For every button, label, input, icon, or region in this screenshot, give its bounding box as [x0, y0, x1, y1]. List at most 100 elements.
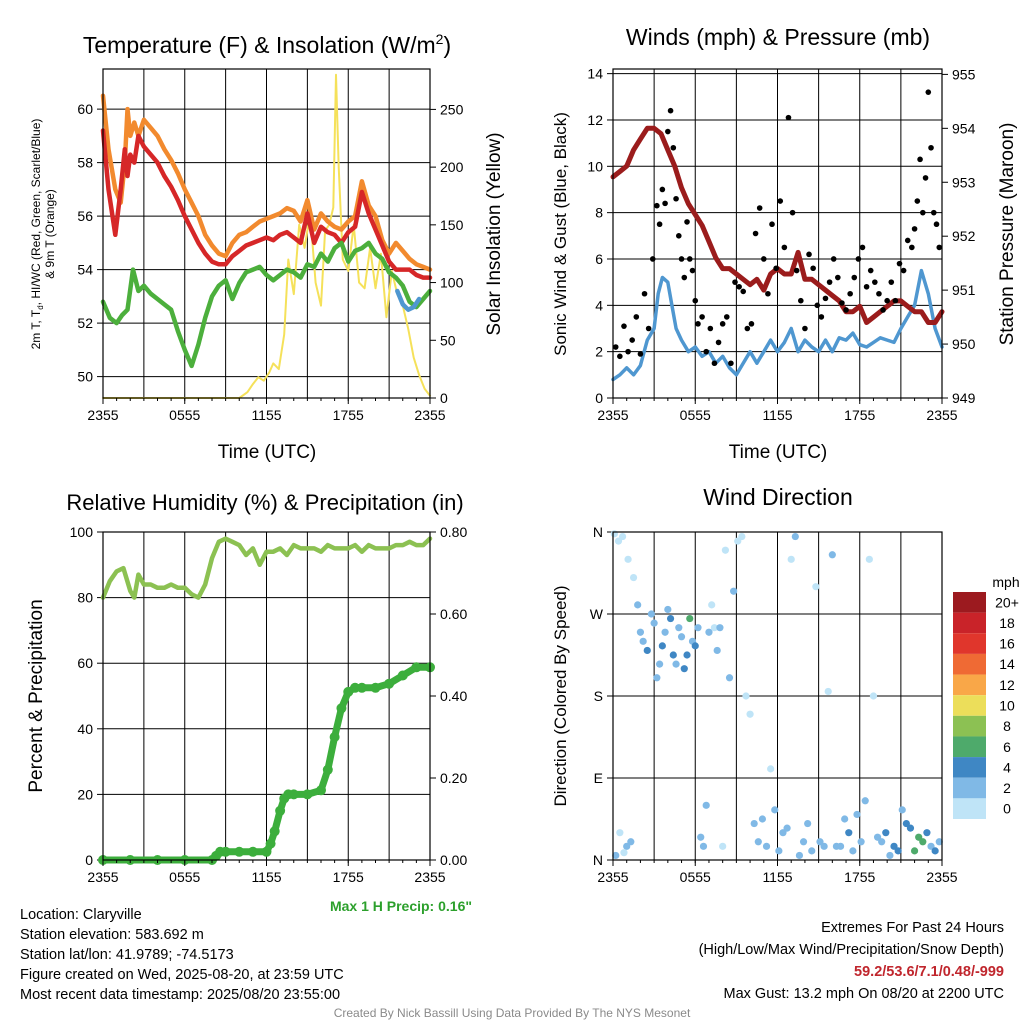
- gust-point: [765, 290, 771, 297]
- direction-point: [675, 624, 683, 632]
- colorbar-swatch: [953, 633, 986, 654]
- direction-point: [620, 849, 628, 857]
- precip-point: [234, 846, 245, 857]
- y-tick-label-right: 955: [952, 66, 976, 82]
- gust-point: [649, 256, 656, 262]
- wind-speed-line: [611, 268, 944, 382]
- gust-point: [625, 348, 631, 355]
- y-tick-label-right: 50: [440, 332, 456, 348]
- gust-point: [692, 297, 699, 304]
- direction-point: [910, 847, 919, 855]
- direction-point: [691, 642, 699, 650]
- gust-point: [769, 221, 775, 228]
- x-tick-label: 1155: [762, 869, 792, 885]
- direction-point: [610, 530, 618, 538]
- gust-point: [773, 265, 779, 272]
- max-precip-annotation: Max 1 H Precip: 0.16": [330, 898, 472, 914]
- precip-point: [288, 789, 299, 800]
- gust-point: [936, 244, 943, 251]
- gust-point: [859, 244, 866, 251]
- gust-point: [798, 297, 804, 304]
- y-tick-label-right: 150: [440, 217, 464, 233]
- direction-point: [629, 573, 638, 582]
- gust-point: [736, 283, 742, 290]
- title-close: ): [443, 32, 451, 58]
- extremes-heading: Extremes For Past 24 Hours: [821, 920, 1004, 936]
- x-tick-label: 2355: [87, 869, 118, 885]
- direction-point: [865, 555, 873, 563]
- direction-point: [725, 674, 734, 682]
- x-tick-label: 1755: [333, 407, 364, 423]
- direction-point: [666, 614, 675, 623]
- gust-point: [826, 279, 833, 285]
- direction-point: [708, 601, 716, 609]
- y-tick-label: 60: [77, 101, 93, 117]
- gust-point: [633, 314, 640, 320]
- extremes-legend: (High/Low/Max Wind/Precipitation/Snow De…: [698, 942, 1004, 958]
- direction-point: [650, 619, 658, 627]
- colorbar-swatch: [953, 715, 986, 737]
- x-axis-label: Time (UTC): [218, 442, 317, 463]
- colorbar-label: 12: [999, 677, 1015, 693]
- precip-point: [370, 682, 381, 693]
- y-tick-label: 4: [595, 297, 603, 313]
- y-tick-label: 100: [70, 524, 94, 540]
- gust-point: [863, 283, 870, 290]
- direction-point: [775, 847, 783, 855]
- gust-point: [686, 256, 693, 262]
- y-tick-label-right: 0.80: [440, 524, 467, 540]
- gust-point: [806, 251, 812, 258]
- y-tick-label-right: 0.00: [440, 852, 467, 868]
- y-tick-label: 14: [587, 66, 603, 82]
- direction-point: [738, 532, 746, 541]
- gust-point: [752, 230, 759, 237]
- gust-point: [689, 267, 696, 274]
- direction-point: [705, 628, 713, 636]
- colorbar-label: 14: [999, 656, 1015, 672]
- y-tick-label-right: 0.40: [440, 688, 467, 704]
- gust-point: [621, 323, 627, 329]
- direction-point: [636, 628, 645, 636]
- latlon-text: Station lat/lon: 41.9789; -74.5173: [20, 947, 234, 963]
- colorbar-label: 20+: [995, 594, 1019, 610]
- colorbar-swatch: [953, 653, 986, 675]
- precip-point: [336, 703, 347, 714]
- gust-point: [930, 209, 937, 216]
- gust-point: [684, 219, 690, 225]
- y-label-sub: d: [36, 305, 45, 309]
- gust-point: [670, 144, 677, 151]
- direction-point: [771, 806, 779, 814]
- direction-point: [746, 710, 754, 718]
- colorbar-label: 10: [999, 698, 1015, 714]
- dewpoint-line: [100, 240, 433, 369]
- precip-point: [261, 846, 272, 857]
- precip-point: [411, 662, 422, 673]
- direction-point: [616, 829, 624, 837]
- precip-point: [397, 670, 408, 681]
- direction-point: [716, 624, 724, 632]
- direction-point: [742, 692, 750, 700]
- direction-point: [849, 847, 857, 855]
- gust-point: [855, 256, 862, 262]
- gust-point: [732, 279, 738, 285]
- x-tick-label: 2355: [597, 869, 628, 885]
- colorbar-label: 16: [999, 636, 1015, 652]
- gust-point: [715, 339, 722, 346]
- gust-point: [904, 237, 911, 244]
- direction-point: [618, 532, 627, 541]
- precip-point: [329, 732, 340, 742]
- created-text: Figure created on Wed, 2025-08-20, at 23…: [20, 967, 344, 983]
- y-tick-label: 80: [77, 590, 93, 606]
- direction-point: [634, 601, 642, 609]
- direction-point: [719, 842, 727, 850]
- direction-point: [845, 829, 853, 837]
- x-tick-label: 2355: [87, 407, 118, 423]
- direction-point: [824, 687, 832, 696]
- y-tick-label: N: [593, 852, 603, 868]
- gust-point: [909, 244, 915, 251]
- colorbar-swatch: [953, 777, 986, 799]
- direction-point: [795, 851, 804, 860]
- x-tick-label: 0555: [169, 869, 200, 885]
- x-tick-label: 2355: [414, 869, 445, 885]
